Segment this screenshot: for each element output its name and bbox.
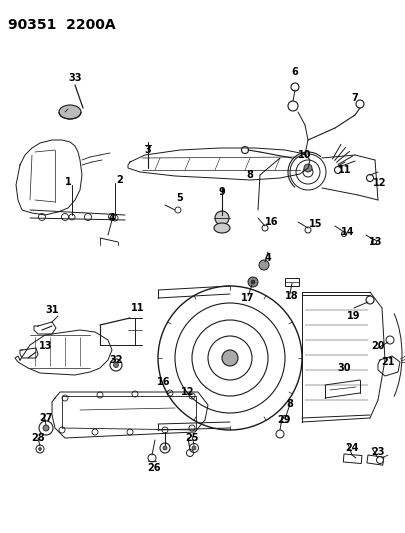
Bar xyxy=(366,455,383,465)
Circle shape xyxy=(162,446,166,450)
Text: 6: 6 xyxy=(291,67,298,77)
Text: 14: 14 xyxy=(341,227,354,237)
Circle shape xyxy=(215,211,228,225)
Text: 21: 21 xyxy=(380,357,394,367)
Text: 13: 13 xyxy=(368,237,382,247)
Text: 25: 25 xyxy=(185,433,198,443)
Circle shape xyxy=(258,260,269,270)
Text: 1: 1 xyxy=(64,177,71,187)
Ellipse shape xyxy=(213,223,230,233)
Text: 9: 9 xyxy=(218,187,225,197)
Circle shape xyxy=(38,448,41,450)
Text: 15: 15 xyxy=(309,219,322,229)
Text: 31: 31 xyxy=(45,305,59,315)
Text: 10: 10 xyxy=(298,150,311,160)
Circle shape xyxy=(113,362,118,367)
Bar xyxy=(284,278,298,286)
Text: 12: 12 xyxy=(181,387,194,397)
Text: 18: 18 xyxy=(284,291,298,301)
Text: 8: 8 xyxy=(286,399,293,409)
Text: 33: 33 xyxy=(68,73,81,83)
Text: 7: 7 xyxy=(351,93,358,103)
Ellipse shape xyxy=(59,105,81,119)
Circle shape xyxy=(303,164,311,172)
Circle shape xyxy=(43,425,49,431)
Text: 28: 28 xyxy=(31,433,45,443)
Text: 90351  2200A: 90351 2200A xyxy=(8,18,115,32)
Text: 24: 24 xyxy=(344,443,358,453)
Text: 29: 29 xyxy=(277,415,290,425)
Text: 8: 8 xyxy=(246,170,253,180)
Text: 27: 27 xyxy=(39,413,53,423)
Text: 16: 16 xyxy=(264,217,278,227)
Text: 23: 23 xyxy=(370,447,384,457)
Bar xyxy=(343,454,361,464)
Text: 30: 30 xyxy=(337,363,350,373)
Text: 12: 12 xyxy=(372,178,386,188)
Circle shape xyxy=(222,350,237,366)
Text: 4: 4 xyxy=(264,253,271,263)
Text: 4: 4 xyxy=(109,213,115,223)
Text: 17: 17 xyxy=(241,293,254,303)
Text: 2: 2 xyxy=(116,175,123,185)
Text: 26: 26 xyxy=(147,463,160,473)
Circle shape xyxy=(192,446,196,450)
Text: 19: 19 xyxy=(346,311,360,321)
Text: 3: 3 xyxy=(144,145,151,155)
Text: 11: 11 xyxy=(337,165,351,175)
Circle shape xyxy=(247,277,257,287)
Text: 32: 32 xyxy=(109,355,122,365)
Circle shape xyxy=(250,280,254,284)
Text: 20: 20 xyxy=(370,341,384,351)
Text: 16: 16 xyxy=(157,377,171,387)
Text: 5: 5 xyxy=(176,193,183,203)
Text: 11: 11 xyxy=(131,303,145,313)
Text: 13: 13 xyxy=(39,341,53,351)
